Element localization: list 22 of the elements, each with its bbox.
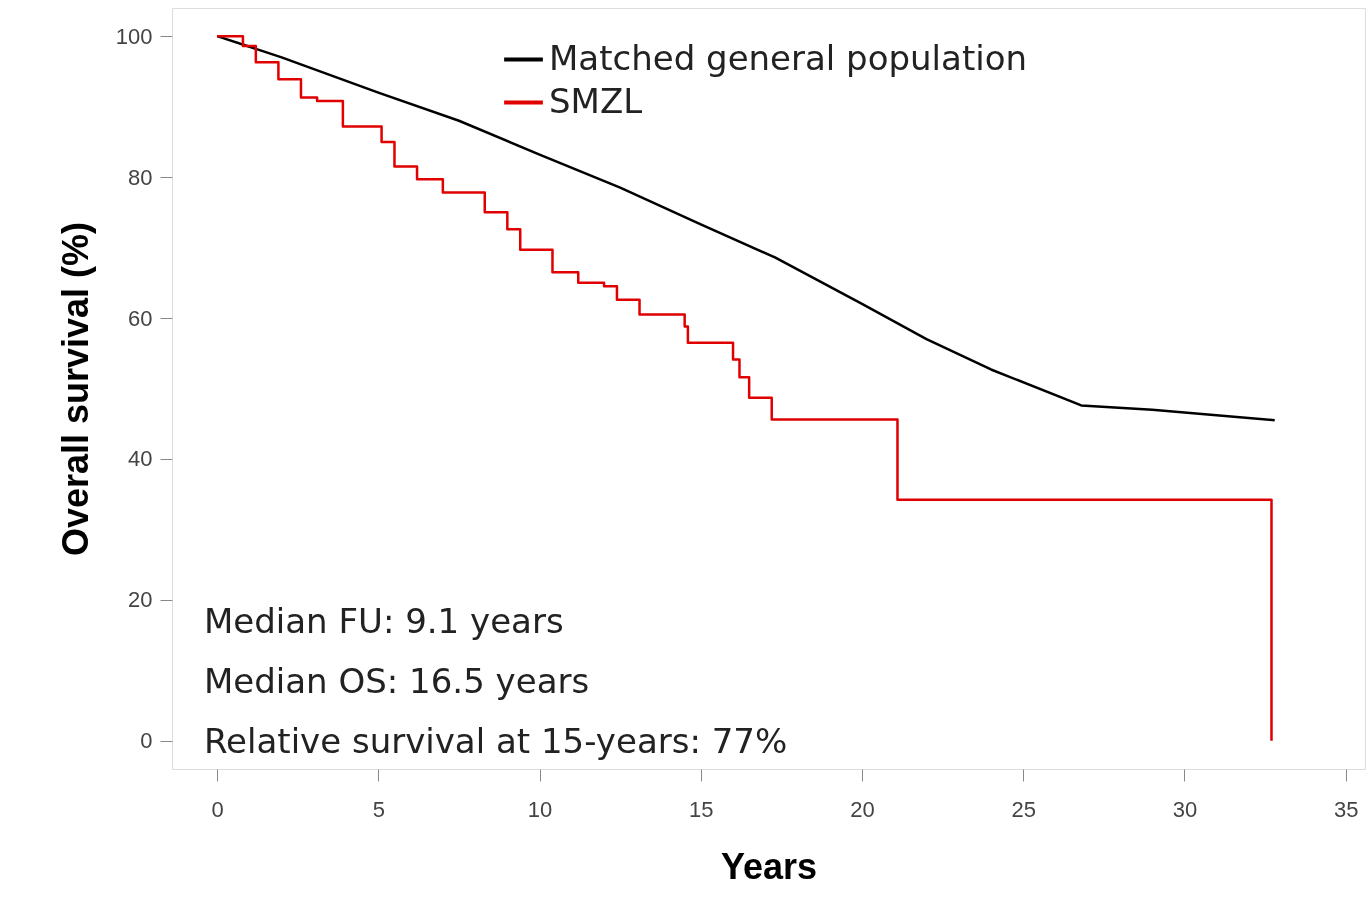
legend-label: Matched general population — [549, 37, 1028, 78]
y-tick-label: 40 — [128, 446, 153, 472]
x-tick-label: 0 — [211, 796, 224, 822]
annotation: Relative survival at 15-years: 77% — [204, 721, 788, 761]
y-tick-label: 20 — [128, 587, 153, 613]
line-series — [215, 34, 1276, 422]
annotation: Median OS: 16.5 years — [204, 661, 590, 701]
legend-label: SMZL — [549, 80, 643, 121]
y-tick-label: 0 — [140, 728, 153, 754]
annotation: Median FU: 9.1 years — [204, 601, 564, 641]
y-tick-label: 100 — [115, 23, 153, 49]
x-tick-label: 15 — [689, 796, 714, 822]
x-tick-label: 30 — [1172, 796, 1198, 822]
x-tick-label: 10 — [527, 796, 553, 822]
x-tick-label: 25 — [1011, 796, 1036, 822]
y-axis-title: Overall survival (%) — [54, 221, 96, 557]
y-tick-label: 80 — [128, 164, 153, 190]
x-tick-label: 5 — [372, 796, 385, 822]
x-tick-label: 20 — [850, 796, 875, 822]
y-tick-label: 60 — [128, 305, 153, 331]
x-tick-label: 35 — [1333, 796, 1359, 822]
x-axis-title: Years — [720, 845, 818, 887]
